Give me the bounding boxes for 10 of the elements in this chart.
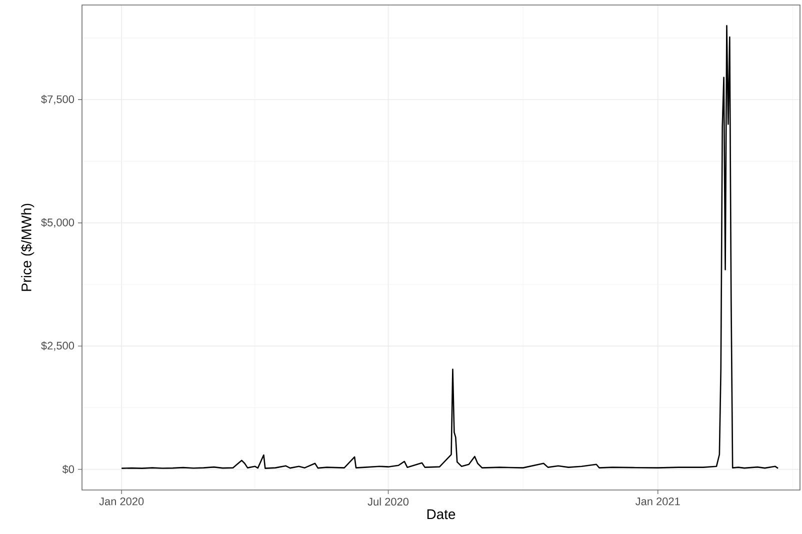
y-tick-label: $2,500	[41, 341, 74, 351]
x-axis-title: Date	[427, 509, 456, 520]
y-tick-label: $5,000	[41, 218, 74, 228]
y-tick-label: $7,500	[41, 94, 74, 104]
y-axis-title: Price ($/MWh)	[20, 204, 34, 291]
x-tick-label: Jan 2021	[635, 498, 680, 506]
line-series	[120, 25, 779, 469]
y-tick-label: $0	[62, 464, 74, 474]
x-tick-label: Jan 2020	[99, 498, 144, 506]
x-tick-label: Jul 2020	[368, 498, 409, 506]
